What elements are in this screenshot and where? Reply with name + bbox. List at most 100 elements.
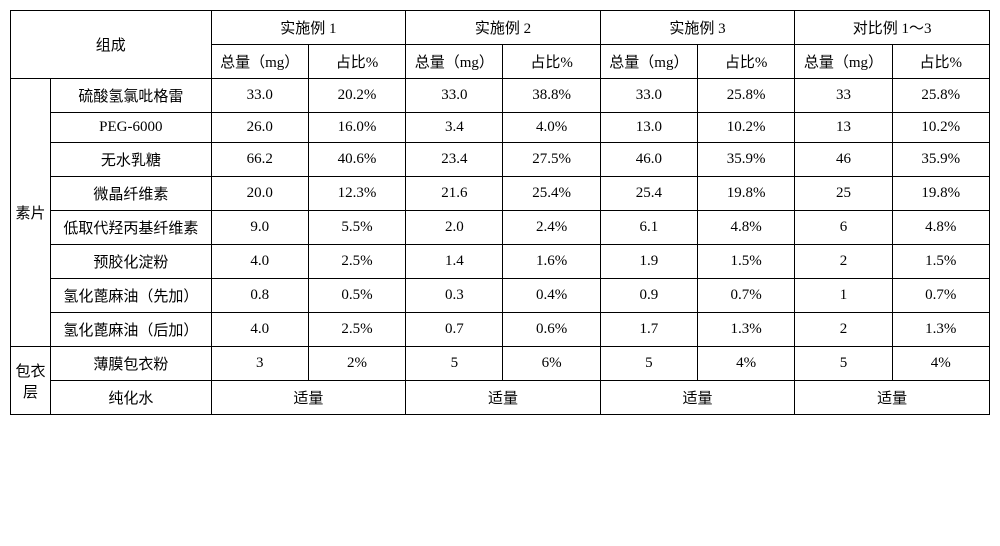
hdr-total-2: 总量（mg） <box>406 45 503 79</box>
cell: 16.0% <box>308 113 405 143</box>
cell: 1.9 <box>600 245 697 279</box>
cell: 40.6% <box>308 143 405 177</box>
row-name: 预胶化淀粉 <box>51 245 211 279</box>
header-composition: 组成 <box>11 11 212 79</box>
cell: 2 <box>795 313 892 347</box>
cell: 35.9% <box>698 143 795 177</box>
cell: 9.0 <box>211 211 308 245</box>
cell: 1.7 <box>600 313 697 347</box>
row-name: PEG-6000 <box>51 113 211 143</box>
hdr-total-3: 总量（mg） <box>600 45 697 79</box>
row-name: 无水乳糖 <box>51 143 211 177</box>
cell: 5 <box>795 347 892 381</box>
cell: 2% <box>308 347 405 381</box>
cell: 1.4 <box>406 245 503 279</box>
table-row: 素片 硫酸氢氯吡格雷 33.0 20.2% 33.0 38.8% 33.0 25… <box>11 79 990 113</box>
table-row: 低取代羟丙基纤维素 9.0 5.5% 2.0 2.4% 6.1 4.8% 6 4… <box>11 211 990 245</box>
row-name: 薄膜包衣粉 <box>51 347 211 381</box>
table-row: 氢化蓖麻油（后加） 4.0 2.5% 0.7 0.6% 1.7 1.3% 2 1… <box>11 313 990 347</box>
cell: 4.0% <box>503 113 600 143</box>
row-name: 纯化水 <box>51 381 211 415</box>
header-group-4: 对比例 1～3 <box>795 11 990 45</box>
cell: 6.1 <box>600 211 697 245</box>
row-name: 低取代羟丙基纤维素 <box>51 211 211 245</box>
cell: 4.0 <box>211 245 308 279</box>
cell: 1.5% <box>698 245 795 279</box>
cell: 0.7 <box>406 313 503 347</box>
cell: 19.8% <box>698 177 795 211</box>
hdr-pct-3: 占比% <box>698 45 795 79</box>
cell: 12.3% <box>308 177 405 211</box>
cell: 35.9% <box>892 143 989 177</box>
hdr-total-1: 总量（mg） <box>211 45 308 79</box>
cell: 3.4 <box>406 113 503 143</box>
cell: 25.8% <box>698 79 795 113</box>
table-row: 纯化水 适量 适量 适量 适量 <box>11 381 990 415</box>
cell: 10.2% <box>698 113 795 143</box>
cell: 0.3 <box>406 279 503 313</box>
cell: 21.6 <box>406 177 503 211</box>
cell: 0.7% <box>698 279 795 313</box>
table-row: 包衣层 薄膜包衣粉 3 2% 5 6% 5 4% 5 4% <box>11 347 990 381</box>
row-name: 微晶纤维素 <box>51 177 211 211</box>
cell: 19.8% <box>892 177 989 211</box>
cell: 0.9 <box>600 279 697 313</box>
hdr-pct-2: 占比% <box>503 45 600 79</box>
cell: 2.5% <box>308 245 405 279</box>
cell: 1 <box>795 279 892 313</box>
cell: 66.2 <box>211 143 308 177</box>
cell: 38.8% <box>503 79 600 113</box>
cell: 10.2% <box>892 113 989 143</box>
section-coating: 包衣层 <box>11 347 51 415</box>
hdr-pct-4: 占比% <box>892 45 989 79</box>
table-row: 氢化蓖麻油（先加） 0.8 0.5% 0.3 0.4% 0.9 0.7% 1 0… <box>11 279 990 313</box>
table-row: 微晶纤维素 20.0 12.3% 21.6 25.4% 25.4 19.8% 2… <box>11 177 990 211</box>
cell: 6 <box>795 211 892 245</box>
cell: 13.0 <box>600 113 697 143</box>
cell: 33 <box>795 79 892 113</box>
cell: 4% <box>892 347 989 381</box>
cell: 33.0 <box>406 79 503 113</box>
cell: 25.8% <box>892 79 989 113</box>
cell: 4.8% <box>892 211 989 245</box>
cell: 1.5% <box>892 245 989 279</box>
cell: 3 <box>211 347 308 381</box>
row-name: 硫酸氢氯吡格雷 <box>51 79 211 113</box>
cell: 46.0 <box>600 143 697 177</box>
cell: 1.6% <box>503 245 600 279</box>
header-group-1: 实施例 1 <box>211 11 406 45</box>
cell: 5 <box>406 347 503 381</box>
cell: 6% <box>503 347 600 381</box>
hdr-pct-1: 占比% <box>308 45 405 79</box>
header-group-3: 实施例 3 <box>600 11 795 45</box>
cell: 33.0 <box>211 79 308 113</box>
cell: 0.4% <box>503 279 600 313</box>
cell: 33.0 <box>600 79 697 113</box>
cell: 25.4 <box>600 177 697 211</box>
table-row: 预胶化淀粉 4.0 2.5% 1.4 1.6% 1.9 1.5% 2 1.5% <box>11 245 990 279</box>
cell: 5 <box>600 347 697 381</box>
cell: 2 <box>795 245 892 279</box>
cell: 5.5% <box>308 211 405 245</box>
cell: 46 <box>795 143 892 177</box>
cell: 20.0 <box>211 177 308 211</box>
cell-merged: 适量 <box>795 381 990 415</box>
header-row-1: 组成 实施例 1 实施例 2 实施例 3 对比例 1～3 <box>11 11 990 45</box>
cell: 2.5% <box>308 313 405 347</box>
cell: 2.4% <box>503 211 600 245</box>
cell-merged: 适量 <box>406 381 601 415</box>
cell: 0.5% <box>308 279 405 313</box>
header-group-2: 实施例 2 <box>406 11 601 45</box>
cell: 4.0 <box>211 313 308 347</box>
cell: 20.2% <box>308 79 405 113</box>
table-row: 无水乳糖 66.2 40.6% 23.4 27.5% 46.0 35.9% 46… <box>11 143 990 177</box>
composition-table: 组成 实施例 1 实施例 2 实施例 3 对比例 1～3 总量（mg） 占比% … <box>10 10 990 415</box>
cell: 2.0 <box>406 211 503 245</box>
cell: 4.8% <box>698 211 795 245</box>
cell: 25.4% <box>503 177 600 211</box>
cell: 27.5% <box>503 143 600 177</box>
cell: 4% <box>698 347 795 381</box>
cell: 0.6% <box>503 313 600 347</box>
cell: 1.3% <box>892 313 989 347</box>
cell: 26.0 <box>211 113 308 143</box>
